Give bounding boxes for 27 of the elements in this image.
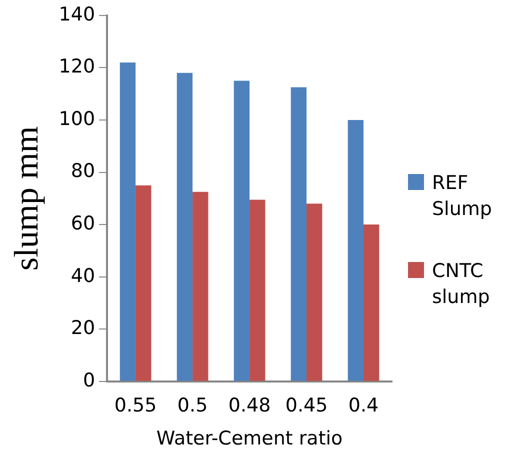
y-tick-label: 0 (82, 369, 96, 392)
bar (234, 80, 250, 381)
x-tick-label: 0.45 (285, 394, 328, 417)
bar (176, 72, 193, 381)
x-tick-label: 0.4 (348, 394, 379, 417)
bar (136, 185, 152, 381)
bar (306, 204, 322, 381)
bar (120, 62, 136, 381)
x-tick-label: 0.5 (177, 394, 208, 417)
bar (364, 224, 380, 381)
x-tick-label: 0.48 (228, 394, 271, 417)
legend-label: CNTC slump (432, 259, 491, 310)
x-axis-title: Water-Cement ratio (156, 428, 343, 450)
y-tick-label: 100 (58, 108, 96, 130)
bar (290, 87, 307, 381)
bar (250, 200, 266, 381)
y-tick-label: 140 (58, 3, 96, 26)
y-axis-title: slump mm (8, 126, 46, 271)
legend-label: REF Slump (432, 171, 493, 222)
y-tick-label: 60 (70, 212, 96, 234)
x-tick-label: 0.55 (114, 394, 157, 417)
bar (348, 120, 364, 381)
y-tick-label: 80 (70, 160, 96, 182)
y-tick-label: 40 (70, 264, 96, 287)
y-tick-label: 120 (58, 56, 96, 78)
y-tick-label: 20 (70, 317, 96, 340)
bar (192, 192, 208, 381)
